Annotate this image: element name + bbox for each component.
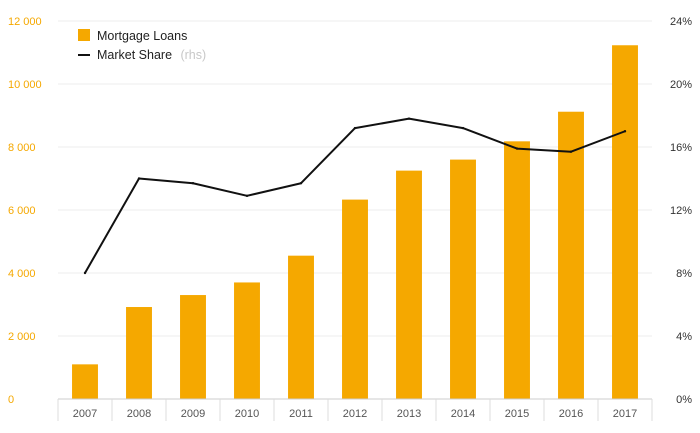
xtick-label-2014: 2014	[451, 408, 475, 420]
xtick-label-2015: 2015	[505, 408, 529, 420]
xtick-label-2007: 2007	[73, 408, 97, 420]
bar-2008	[126, 307, 152, 399]
ytick-right-label: 20%	[670, 79, 692, 91]
bar-2014	[450, 159, 476, 399]
bar-2017	[612, 45, 638, 399]
ytick-right-label: 24%	[670, 16, 692, 28]
ytick-left-label: 0	[8, 394, 14, 406]
line-point-2013	[407, 117, 411, 120]
line-series-market-share	[83, 117, 627, 275]
legend-label-market-share-note: (rhs)	[180, 48, 206, 62]
axes: 0 2 000 4 000 6 000 8 000 10 000 12 000 0% 4% 8% 1…	[8, 16, 692, 421]
bar-2011	[288, 255, 314, 399]
ytick-left-label: 10 000	[8, 79, 42, 91]
ytick-right-label: 8%	[676, 268, 692, 280]
xtick-label-2010: 2010	[235, 408, 259, 420]
legend-label-market-share-text: Market Share	[97, 48, 172, 62]
line-point-2011	[299, 182, 303, 185]
xtick-label-2012: 2012	[343, 408, 367, 420]
ytick-left-label: 6 000	[8, 205, 36, 217]
legend-label-market-share: Market Share (rhs)	[97, 46, 206, 63]
bar-2015	[504, 141, 530, 399]
legend-swatch-mortgage-loans	[78, 29, 90, 41]
line-point-2012	[353, 126, 357, 130]
bar-series-mortgage-loans	[72, 45, 638, 399]
bar-2013	[396, 170, 422, 399]
xtick-label-2009: 2009	[181, 408, 205, 420]
bar-2012	[342, 199, 368, 399]
xtick-label-2013: 2013	[397, 408, 421, 420]
line-point-2016	[569, 150, 573, 153]
ytick-left-label: 2 000	[8, 331, 36, 343]
ytick-left-label: 12 000	[8, 16, 42, 28]
ytick-left-label: 4 000	[8, 268, 36, 280]
line-point-2017	[623, 130, 627, 133]
line-point-2010	[245, 194, 249, 198]
ytick-right-label: 12%	[670, 205, 692, 217]
bar-2016	[558, 111, 584, 399]
ytick-right-label: 4%	[676, 331, 692, 343]
line-point-2007	[83, 271, 87, 275]
bar-2009	[180, 295, 206, 399]
line-point-2008	[137, 177, 141, 180]
ytick-right-label: 0%	[676, 394, 692, 406]
line-point-2015	[515, 147, 519, 150]
xtick-label-2011: 2011	[289, 408, 313, 420]
xtick-label-2017: 2017	[613, 408, 637, 420]
xtick-label-2008: 2008	[127, 408, 151, 420]
xtick-label-2016: 2016	[559, 408, 583, 420]
line-point-2014	[461, 126, 465, 130]
line-point-2009	[191, 182, 195, 185]
bar-2007	[72, 364, 98, 399]
ytick-left-label: 8 000	[8, 142, 36, 154]
bar-2010	[234, 282, 260, 399]
legend: Mortgage Loans Market Share (rhs)	[78, 29, 206, 63]
ytick-right-label: 16%	[670, 142, 692, 154]
legend-label-mortgage-loans: Mortgage Loans	[97, 29, 187, 43]
